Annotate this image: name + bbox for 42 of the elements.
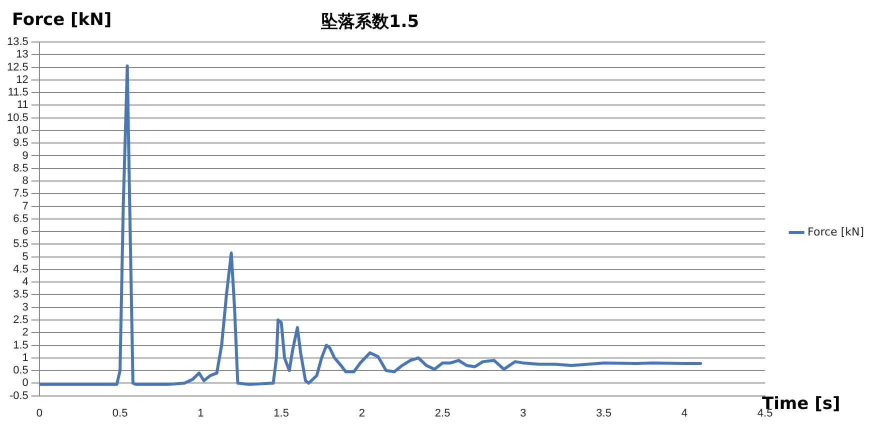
y-tick-label: 3.5 [13, 288, 28, 301]
x-tick-label: 3.5 [596, 407, 612, 420]
y-tick-label: 3 [22, 301, 28, 314]
y-tick-label: 2 [22, 326, 28, 339]
x-tick-label: 2.5 [434, 407, 450, 420]
y-tick-label: 6.5 [13, 212, 28, 225]
y-tick-label: 1.5 [13, 339, 28, 352]
y-tick-label: 0 [22, 377, 28, 390]
y-tick-label: 7.5 [13, 188, 28, 200]
y-tick-label: 12 [16, 74, 28, 86]
y-tick-label: 1 [22, 352, 28, 364]
y-tick-label: 0.5 [13, 364, 28, 377]
x-tick-label: 4 [681, 407, 688, 420]
y-tick-label: 2.5 [13, 314, 28, 326]
y-tick-label: 10.5 [6, 112, 28, 124]
y-tick-label: 4 [22, 276, 28, 288]
y-tick-label: 13.5 [6, 36, 28, 48]
y-tick-label: 5.5 [13, 238, 28, 250]
chart-title: 坠落系数1.5 [320, 11, 420, 33]
x-tick-label: 3 [520, 407, 526, 420]
y-tick-label: -0.5 [9, 390, 28, 402]
y-tick-label: 13 [16, 48, 28, 61]
y-tick-label: 11.5 [8, 86, 28, 99]
y-tick-label: 12.5 [6, 61, 28, 74]
legend-label: Force [kN] [808, 225, 864, 238]
y-tick-label: 8 [22, 175, 28, 188]
x-tick-label: 0.5 [112, 407, 128, 420]
x-tick-label: 1 [198, 407, 204, 420]
y-tick-label: 5 [22, 250, 28, 263]
y-tick-label: 8.5 [13, 162, 28, 174]
y-tick-label: 9.5 [13, 137, 28, 150]
y-tick-label: 11 [16, 99, 28, 112]
x-tick-label: 1.5 [274, 407, 289, 420]
y-tick-label: 4.5 [13, 263, 28, 276]
y-tick-label: 9 [22, 150, 28, 162]
y-tick-label: 7 [22, 200, 28, 212]
y-tick-label: 6 [22, 226, 28, 238]
x-tick-label: 2 [358, 407, 365, 420]
x-tick-label: 4.5 [757, 407, 773, 420]
y-tick-label: 10 [16, 124, 28, 136]
x-tick-label: 0 [36, 407, 42, 420]
y-axis-title: Force [kN] [12, 10, 112, 30]
